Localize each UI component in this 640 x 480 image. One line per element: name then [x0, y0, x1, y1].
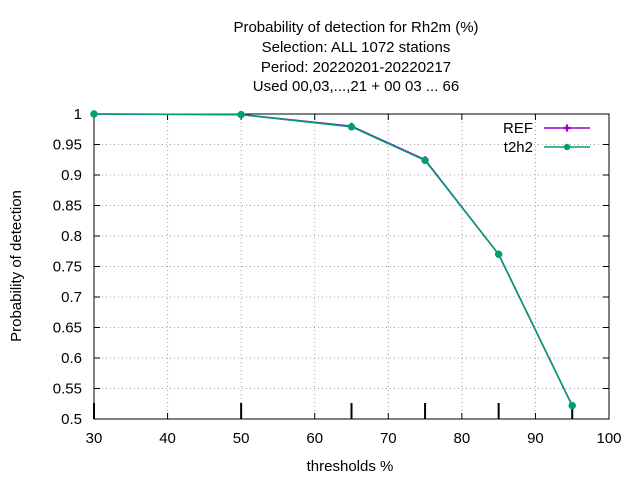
- chart-title-line-3: Period: 20220201-20220217: [261, 59, 451, 76]
- legend-marker: [563, 124, 571, 132]
- chart-title-line-4: Used 00,03,...,21 + 00 03 ... 66: [253, 78, 459, 95]
- x-tick-label: 80: [454, 430, 471, 447]
- x-tick-label: 60: [306, 430, 323, 447]
- data-point: [568, 401, 576, 410]
- y-tick-label: 0.6: [61, 350, 82, 367]
- y-tick-label: 0.7: [61, 289, 82, 306]
- y-tick-label: 0.65: [53, 320, 82, 337]
- x-axis-ticks: 30 40 50 60 70 80 90 100: [86, 114, 622, 447]
- plot-border: [93, 113, 610, 420]
- x-tick-label: 40: [159, 430, 176, 447]
- chart-title-line-2: Selection: ALL 1072 stations: [262, 39, 451, 56]
- series-t2h2: [90, 110, 576, 410]
- y-axis-ticks: 0.5 0.55 0.6 0.65 0.7 0.75 0.8 0.85 0.9 0.95 1: [53, 106, 609, 428]
- x-tick-label: 100: [596, 430, 621, 447]
- y-axis-label: Probability of detection: [8, 190, 25, 342]
- y-tick-label: 0.55: [53, 381, 82, 398]
- y-tick-label: 0.9: [61, 167, 82, 184]
- data-point: [347, 123, 356, 131]
- grid: [94, 114, 609, 419]
- y-tick-label: 0.95: [53, 137, 82, 154]
- y-tick-label: 0.85: [53, 198, 82, 215]
- legend-label: t2h2: [504, 139, 533, 156]
- data-point: [237, 110, 245, 119]
- data-point: [421, 156, 429, 165]
- chart-title-line-1: Probability of detection for Rh2m (%): [233, 19, 478, 36]
- y-tick-label: 1: [74, 106, 82, 123]
- series: [90, 110, 576, 410]
- legend-label: REF: [503, 120, 533, 137]
- threshold-marks: [93, 403, 574, 419]
- data-point: [494, 250, 503, 259]
- axes: [93, 113, 610, 420]
- x-tick-label: 50: [233, 430, 250, 447]
- y-tick-label: 0.8: [61, 228, 82, 245]
- y-tick-label: 0.5: [61, 411, 82, 428]
- x-axis-label: thresholds %: [307, 458, 394, 475]
- legend-marker: [563, 143, 571, 151]
- x-tick-label: 70: [380, 430, 397, 447]
- legend: REF t2h2: [503, 120, 590, 156]
- x-tick-label: 90: [527, 430, 544, 447]
- data-point: [90, 110, 98, 118]
- series-line: [93, 113, 573, 406]
- chart-title: Probability of detection for Rh2m (%) Se…: [233, 19, 478, 95]
- x-tick-label: 30: [86, 430, 103, 447]
- y-tick-label: 0.75: [53, 259, 82, 276]
